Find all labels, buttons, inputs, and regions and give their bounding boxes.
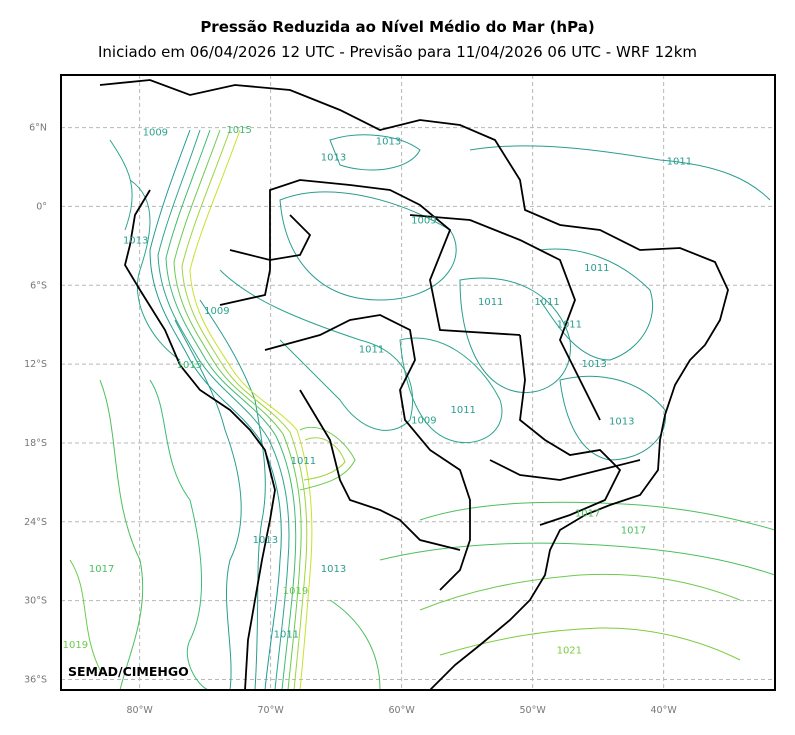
isobar — [174, 319, 242, 690]
isobar — [329, 134, 421, 171]
contour-label: 1013 — [376, 137, 401, 148]
isobar — [173, 129, 302, 690]
isobar — [299, 426, 356, 491]
lon-tick-label: 60°W — [389, 705, 416, 716]
contour-label: 1013 — [123, 235, 148, 246]
isobar — [399, 337, 503, 444]
isobar — [459, 277, 571, 394]
contour-label: 1013 — [609, 417, 634, 428]
isobar — [279, 191, 457, 301]
isobar — [99, 379, 144, 690]
contour-label: 1017 — [575, 509, 600, 520]
contour-label: 1013 — [194, 694, 219, 705]
contour-label: 1011 — [274, 629, 299, 640]
contour-label: 1021 — [557, 645, 582, 656]
lat-tick-label: 6°S — [30, 280, 47, 291]
map-subtitle: Iniciado em 06/04/2026 12 UTC - Previsão… — [97, 43, 698, 61]
contour-label: 1013 — [321, 564, 346, 575]
border-state — [489, 459, 641, 481]
contour-label: 1011 — [584, 263, 609, 274]
lon-tick-label: 50°W — [520, 705, 547, 716]
isobar — [559, 375, 666, 461]
map-title: Pressão Reduzida ao Nível Médio do Mar (… — [200, 18, 595, 36]
coastline — [99, 79, 729, 690]
contour-label: 1011 — [478, 297, 503, 308]
border-state — [299, 389, 461, 551]
border-brazil — [264, 314, 471, 591]
border-state — [519, 334, 622, 526]
isobar — [419, 573, 741, 611]
lon-tick-label: 80°W — [126, 705, 153, 716]
isobar-contours — [69, 129, 775, 690]
isobar — [157, 129, 290, 690]
contour-label: 1013 — [253, 535, 278, 546]
contour-label: 1011 — [667, 156, 692, 167]
isobar — [329, 599, 381, 690]
isobar — [419, 501, 775, 531]
contour-label: 1009 — [204, 306, 229, 317]
contour-label: 1009 — [411, 216, 436, 227]
isobar — [149, 129, 282, 690]
isobar — [379, 542, 775, 576]
contour-label: 1011 — [557, 319, 582, 330]
map-background — [61, 75, 775, 690]
lat-tick-label: 36°S — [24, 674, 47, 685]
border-state — [229, 214, 312, 261]
contour-label: 1011 — [534, 297, 559, 308]
contour-label: 1009 — [143, 128, 168, 139]
contour-label: 1017 — [621, 526, 646, 537]
isobar — [69, 559, 101, 671]
lat-tick-label: 0° — [36, 201, 47, 212]
lat-tick-label: 12°S — [24, 359, 47, 370]
contour-label: 1013 — [581, 359, 606, 370]
contour-label: 1015 — [226, 125, 251, 136]
contour-label: 1011 — [359, 344, 384, 355]
isobar — [109, 139, 133, 231]
isobar — [303, 437, 346, 481]
contour-label: 1013 — [321, 152, 346, 163]
contour-label: 1019 — [283, 586, 308, 597]
contour-label: 1011 — [450, 405, 475, 416]
coastline — [124, 189, 276, 690]
lat-tick-label: 30°S — [24, 596, 47, 607]
isobar — [219, 269, 414, 431]
isobar — [149, 379, 211, 690]
lon-tick-label: 40°W — [651, 705, 678, 716]
isobar — [189, 129, 313, 690]
isobar — [469, 145, 771, 201]
border-brazil — [219, 179, 521, 336]
isobar — [181, 129, 308, 690]
axis-ticks: 6°N 0° 6°S 12°S 18°S 24°S 30°S 36°S 80°W 70°W 60°W… — [24, 123, 677, 716]
isobar — [539, 248, 654, 361]
contour-label: 1017 — [89, 564, 114, 575]
graticule — [61, 75, 775, 690]
country-borders — [99, 79, 729, 690]
map-frame — [60, 74, 776, 691]
lat-tick-label: 24°S — [24, 517, 47, 528]
contour-label: 1015 — [177, 360, 202, 371]
contour-label: 1019 — [63, 640, 88, 651]
lat-tick-label: 18°S — [24, 438, 47, 449]
contour-label: 1009 — [411, 415, 436, 426]
isobar — [199, 299, 266, 690]
credit-text: SEMAD/CIMEHGO — [68, 664, 189, 679]
isobar — [129, 179, 181, 361]
border-state — [409, 214, 601, 421]
contour-labels: 1009 1015 1013 1013 1011 1009 1013 1011 1011 1011… — [63, 125, 692, 705]
contour-label: 1011 — [291, 456, 316, 467]
isobar — [165, 129, 297, 690]
lat-tick-label: 6°N — [29, 123, 47, 134]
lon-tick-label: 70°W — [257, 705, 284, 716]
isobar — [439, 627, 741, 661]
